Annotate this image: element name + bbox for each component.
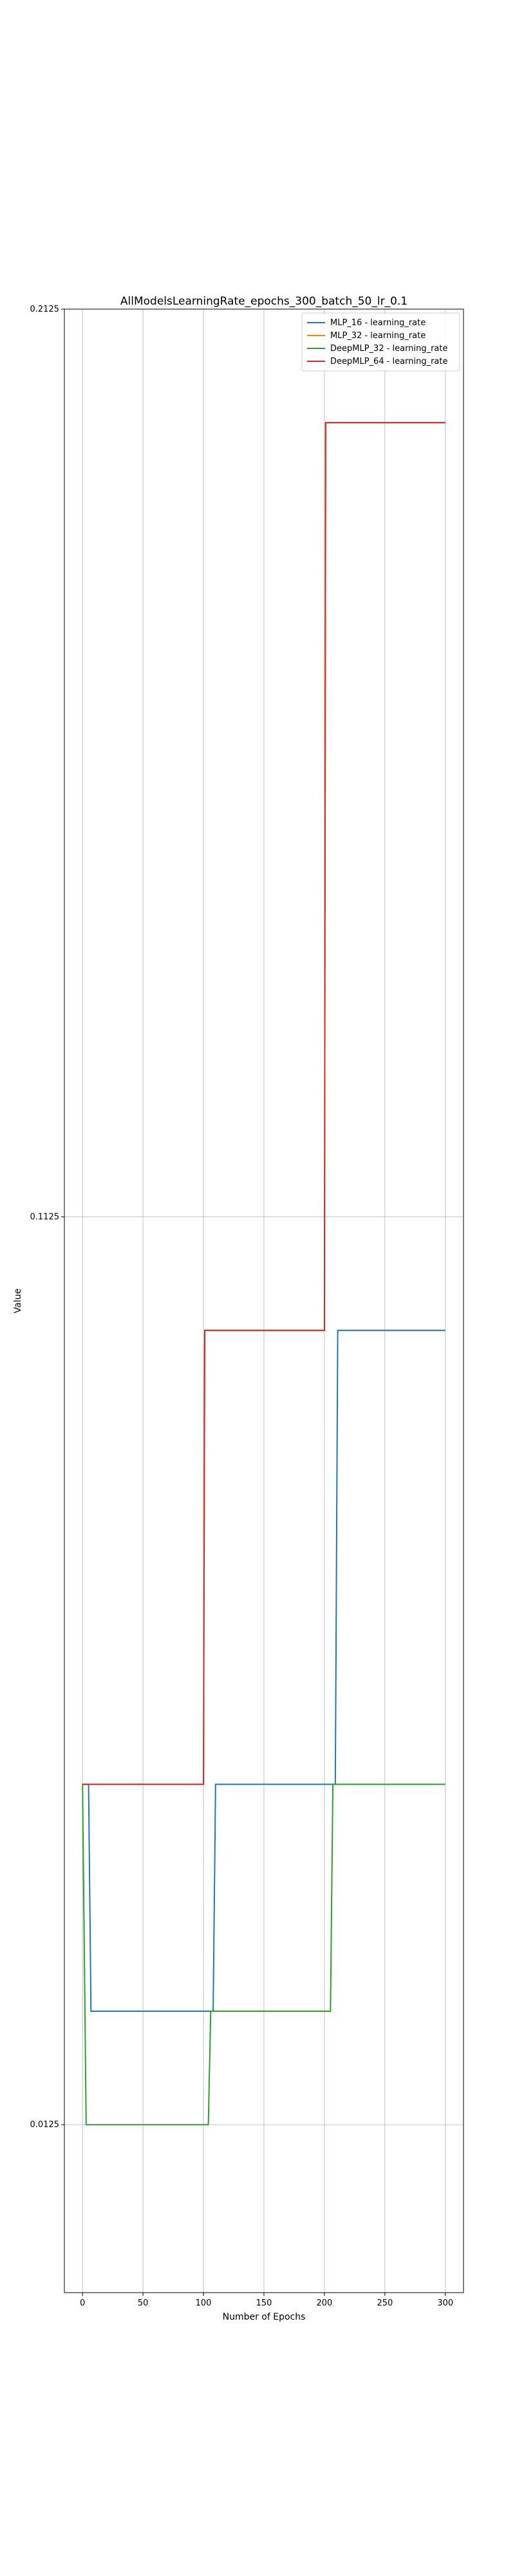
x-tick-label: 0: [80, 2298, 85, 2308]
legend-entry-label: DeepMLP_64 - learning_rate: [330, 357, 448, 366]
y-tick-label: 0.1125: [30, 1213, 60, 1222]
series-line-1: [82, 1329, 445, 2012]
y-tick-label: 0.2125: [30, 305, 60, 314]
x-tick-label: 300: [437, 2298, 453, 2308]
legend-box: [301, 312, 460, 372]
legend-entry-label: MLP_16 - learning_rate: [330, 318, 426, 328]
x-tick-label: 100: [196, 2298, 212, 2308]
x-axis-label: Number of Epochs: [223, 2312, 306, 2322]
x-tick-label: 200: [317, 2298, 333, 2308]
x-axis-ticks: 0 50 100 150 200 250 300: [80, 2293, 453, 2308]
series-lines: [82, 422, 445, 2126]
grid-lines: [64, 308, 464, 2293]
x-tick-label: 250: [377, 2298, 393, 2308]
y-axis-ticks: 0.0125 0.1125 0.2125: [30, 305, 64, 2130]
legend-entry-label: MLP_32 - learning_rate: [330, 331, 426, 341]
x-tick-label: 150: [256, 2298, 272, 2308]
x-tick-label: 50: [138, 2298, 149, 2308]
series-line-4: [82, 422, 445, 1785]
chart-title: AllModelsLearningRate_epochs_300_batch_5…: [120, 295, 407, 308]
legend-entry-label: DeepMLP_32 - learning_rate: [330, 344, 448, 354]
legend: MLP_16 - learning_rate MLP_32 - learning_…: [301, 312, 460, 372]
y-tick-label: 0.0125: [30, 2120, 60, 2130]
y-axis-label: Value: [13, 1289, 23, 1313]
series-line-3: [82, 1783, 445, 2126]
